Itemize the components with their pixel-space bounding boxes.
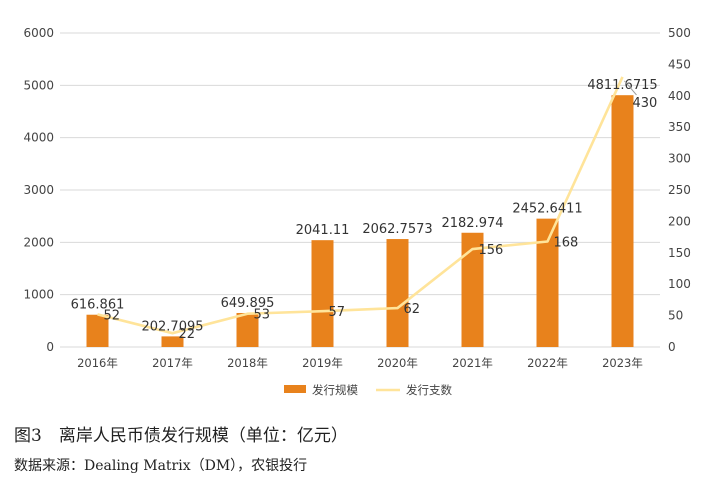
bar (236, 312, 259, 347)
y-right-tick-label: 0 (668, 340, 676, 354)
y-left-tick-label: 3000 (23, 183, 54, 197)
bar-data-label: 2452.6411 (512, 202, 582, 217)
x-tick-label: 2016年 (77, 356, 118, 370)
y-left-tick-label: 2000 (23, 235, 54, 249)
line-data-label: 57 (329, 305, 346, 320)
bar-data-label: 2041.11 (296, 223, 350, 238)
bar (161, 336, 184, 347)
x-tick-label: 2021年 (452, 356, 493, 370)
y-right-tick-label: 200 (668, 214, 691, 228)
y-left-tick-label: 0 (46, 340, 54, 354)
legend-label-bar: 发行规模 (312, 383, 358, 397)
y-right-tick-label: 250 (668, 183, 691, 197)
y-right-tick-label: 400 (668, 89, 691, 103)
bar-data-label: 649.895 (221, 296, 275, 311)
combo-chart: 0 1000 2000 3000 4000 5000 6000 0 50 100 150 200 250… (23, 26, 691, 397)
line-data-label: 22 (179, 327, 196, 342)
y-right-tick-label: 450 (668, 57, 691, 71)
line-data-label: 52 (104, 308, 121, 323)
y-left-tick-label: 4000 (23, 131, 54, 145)
bar (611, 95, 634, 347)
bar (461, 232, 484, 347)
bar-data-label: 616.861 (71, 298, 125, 313)
y-right-tick-label: 300 (668, 152, 691, 166)
x-tick-label: 2023年 (602, 356, 643, 370)
y-left-tick-label: 6000 (23, 26, 54, 40)
bar (86, 314, 109, 347)
bar (536, 218, 559, 347)
figure-caption: 图3 离岸人民币债发行规模（单位：亿元） (14, 426, 348, 446)
bar-data-label: 202.7095 (141, 319, 203, 334)
bar-data-label: 2062.7573 (362, 222, 432, 237)
line-data-label: 430 (633, 96, 658, 111)
line-data-label: 168 (554, 235, 579, 250)
y-right-tick-label: 50 (668, 309, 683, 323)
y-right-tick-label: 500 (668, 26, 691, 40)
legend-label-line: 发行支数 (406, 383, 452, 397)
line-data-label: 53 (254, 308, 271, 323)
bar (311, 240, 334, 347)
legend-swatch-bar (284, 385, 306, 393)
line-data-label: 156 (479, 243, 504, 258)
leader-line (624, 80, 637, 96)
y-right-tick-label: 350 (668, 120, 691, 134)
x-tick-label: 2018年 (227, 356, 268, 370)
x-tick-label: 2020年 (377, 356, 418, 370)
line-data-label: 62 (404, 302, 421, 317)
line-series (97, 76, 624, 335)
bar-data-label: 2182.974 (441, 216, 503, 231)
source-note: 数据来源：Dealing Matrix（DM），农银投行 (14, 458, 308, 474)
x-tick-label: 2017年 (152, 356, 193, 370)
y-left-tick-label: 5000 (23, 78, 54, 92)
x-tick-label: 2019年 (302, 356, 343, 370)
bar-data-label: 4811.6715 (587, 78, 657, 93)
bar (386, 239, 409, 347)
x-tick-label: 2022年 (527, 356, 568, 370)
y-right-tick-label: 100 (668, 277, 691, 291)
y-left-tick-label: 1000 (23, 288, 54, 302)
y-right-tick-label: 150 (668, 246, 691, 260)
